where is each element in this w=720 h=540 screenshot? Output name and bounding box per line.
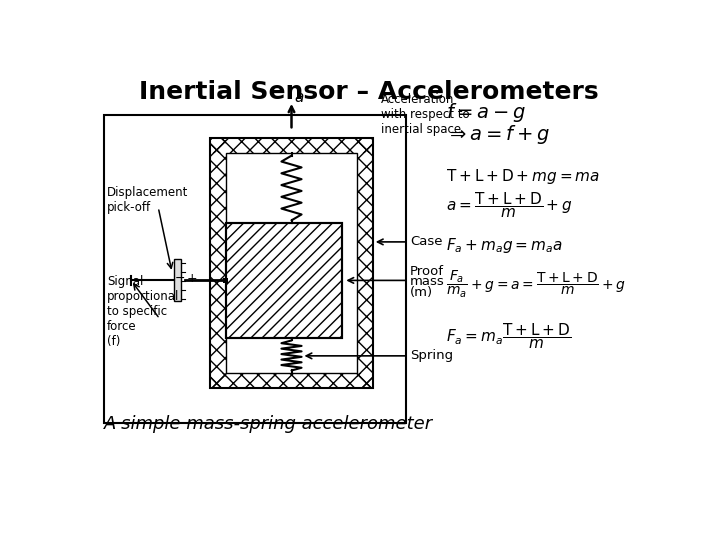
Text: −: − (174, 272, 185, 285)
Text: Inertial Sensor – Accelerometers: Inertial Sensor – Accelerometers (139, 80, 599, 104)
Bar (225, 153, 357, 373)
Text: +: + (187, 272, 197, 285)
Text: Signal
proportional
to specific
force
(f): Signal proportional to specific force (f… (107, 275, 179, 348)
Text: a: a (294, 90, 304, 105)
Bar (225, 222, 342, 338)
Bar (357, 138, 373, 388)
Text: $\dfrac{F_a}{m_a}+g = a = \dfrac{\mathrm{T+L+D}}{m}+g$: $\dfrac{F_a}{m_a}+g = a = \dfrac{\mathrm… (446, 269, 626, 300)
Bar (210, 138, 373, 153)
Text: Spring: Spring (410, 349, 453, 362)
Text: $F_a = m_a\dfrac{\mathrm{T+L+D}}{m}$: $F_a = m_a\dfrac{\mathrm{T+L+D}}{m}$ (446, 321, 572, 350)
Bar (210, 138, 225, 388)
Text: $\mathrm{T+L+D}+mg = ma$: $\mathrm{T+L+D}+mg = ma$ (446, 167, 600, 186)
Text: (m): (m) (410, 286, 433, 299)
Text: $f = a-g$: $f = a-g$ (446, 101, 527, 124)
Text: Acceleration
with respect to
inertial space: Acceleration with respect to inertial sp… (381, 93, 469, 137)
Bar (210, 138, 373, 388)
Bar (104, 115, 406, 423)
Text: $a = \dfrac{\mathrm{T+L+D}}{m}+g$: $a = \dfrac{\mathrm{T+L+D}}{m}+g$ (446, 190, 573, 220)
Text: Proof: Proof (410, 265, 444, 278)
Text: $\Rightarrow a = f+g$: $\Rightarrow a = f+g$ (446, 123, 551, 146)
Bar (174, 259, 181, 301)
Text: A simple mass-spring accelerometer: A simple mass-spring accelerometer (104, 415, 433, 433)
Bar (225, 222, 342, 338)
Bar (210, 373, 373, 388)
Text: $F_a + m_ag = m_aa$: $F_a + m_ag = m_aa$ (446, 237, 564, 255)
Text: mass: mass (410, 275, 445, 288)
Text: Case: Case (410, 235, 443, 248)
Text: Displacement
pick-off: Displacement pick-off (107, 186, 189, 213)
Bar (223, 278, 228, 283)
